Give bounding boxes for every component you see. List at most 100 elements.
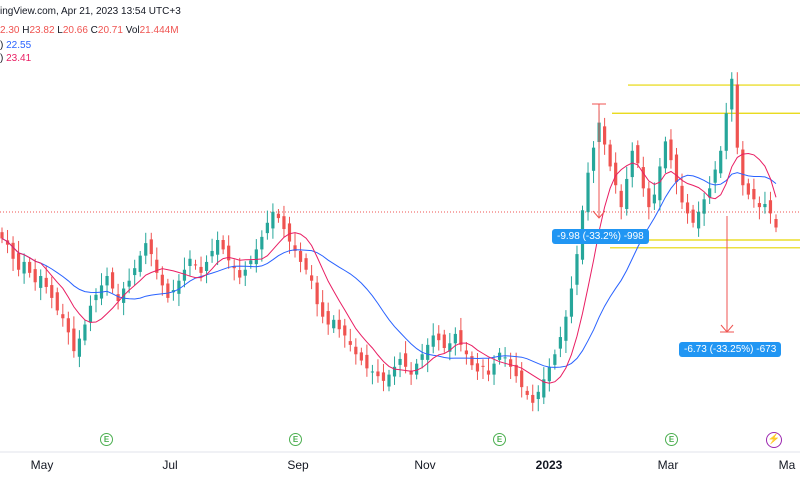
candle-body [575,254,579,285]
earnings-icon[interactable]: E [665,433,678,446]
candle-body [564,316,568,341]
candle-body [138,255,142,272]
chart-source-line: ingView.com, Apr 21, 2023 13:54 UTC+3 [0,6,181,17]
candle-body [216,240,220,255]
candle-body [735,84,739,148]
earnings-icon[interactable]: E [493,433,506,446]
candle-body [503,357,507,359]
candle-body [348,341,352,345]
candle-body [614,162,618,186]
candle-body [486,370,491,375]
candle-body [0,232,4,239]
candle-body [415,363,419,375]
candle-body [66,318,70,333]
ma2-line: ) 23.41 [0,53,31,64]
candle-body [287,223,292,242]
ohlc-line: 2.30 H23.82 L20.66 C20.71 Vol21.444M [0,25,179,36]
candle-body [83,324,87,341]
candle-body [110,272,115,289]
open-value: 2.30 [0,25,20,36]
candle-body [741,149,745,186]
candle-body [520,370,524,388]
candle-body [603,126,607,145]
candle-body [188,258,192,266]
candle-body [475,363,480,372]
candle-body [459,330,463,345]
candle-body [381,372,386,381]
earnings-icon[interactable]: E [289,433,302,446]
candle-body [177,280,181,294]
ma1-value: 22.55 [6,40,32,51]
candle-body [155,259,159,273]
candle-body [55,292,59,311]
candle-body [752,188,756,200]
candle-body [746,183,750,195]
x-tick-label: Sep [287,458,309,472]
candle-body [680,185,684,203]
candle-body [16,253,21,270]
volume-value: 21.444M [139,25,179,36]
candle-body [719,150,723,174]
candle-body [453,333,457,344]
candle-body [663,141,668,169]
candle-body [88,305,93,323]
candle-body [370,371,375,373]
candle-body [547,366,551,382]
candle-body [249,260,253,265]
candle-body [442,334,446,348]
candle-body [708,188,712,198]
candle-body [33,269,37,283]
candle-body [509,359,513,367]
candle-body [149,239,153,255]
candle-body [730,78,734,110]
candle-body [525,390,529,395]
candle-body [763,204,767,208]
time-axis: May Jul Sep Nov 2023 Mar Ma [31,458,796,472]
candle-body [641,167,645,189]
candle-body [558,337,562,349]
x-tick-label: 2023 [536,458,563,472]
candle-body [254,249,258,265]
candle-body [586,172,590,213]
candle-body [22,261,26,274]
candle-body [310,275,314,281]
chart-grid [0,211,800,453]
chart-source: ingView.com, Apr 21, 2023 13:54 UTC+3 [0,6,181,17]
low-value: 20.66 [62,25,88,36]
candle-body [757,203,762,208]
candle-body [11,242,15,259]
candle-body [685,202,690,214]
candle-body [481,365,485,367]
volume-label: Vol [125,25,140,36]
candles-layer [0,72,778,412]
candle-body [127,280,131,287]
candle-body [166,283,170,298]
candle-body [542,379,546,398]
candle-body [398,358,402,365]
candle-body [315,282,319,305]
candle-body [403,353,408,367]
candle-body [232,265,236,269]
candle-body [697,211,701,229]
measure-tool-lines [592,103,734,333]
candle-body [77,338,81,357]
measure-label-2[interactable]: -6.73 (-33.25%) -673 [679,342,782,357]
candle-body [133,268,137,276]
candle-body [674,154,679,183]
earnings-icon[interactable]: E [100,433,113,446]
candle-body [326,311,330,325]
candle-body [61,314,65,319]
candle-body [569,288,574,317]
candle-body [365,354,369,369]
candle-body [464,350,468,355]
candle-body [420,354,424,360]
candle-body [72,328,76,352]
lightning-icon[interactable]: ⚡ [766,432,782,448]
candle-body [619,190,623,208]
ma1-line: ) 22.55 [0,40,31,51]
candle-body [591,147,596,171]
candle-body [630,150,634,178]
measure-label-1[interactable]: -9.98 (-33.2⁠%) -998 [552,229,649,244]
candle-body [243,269,247,276]
